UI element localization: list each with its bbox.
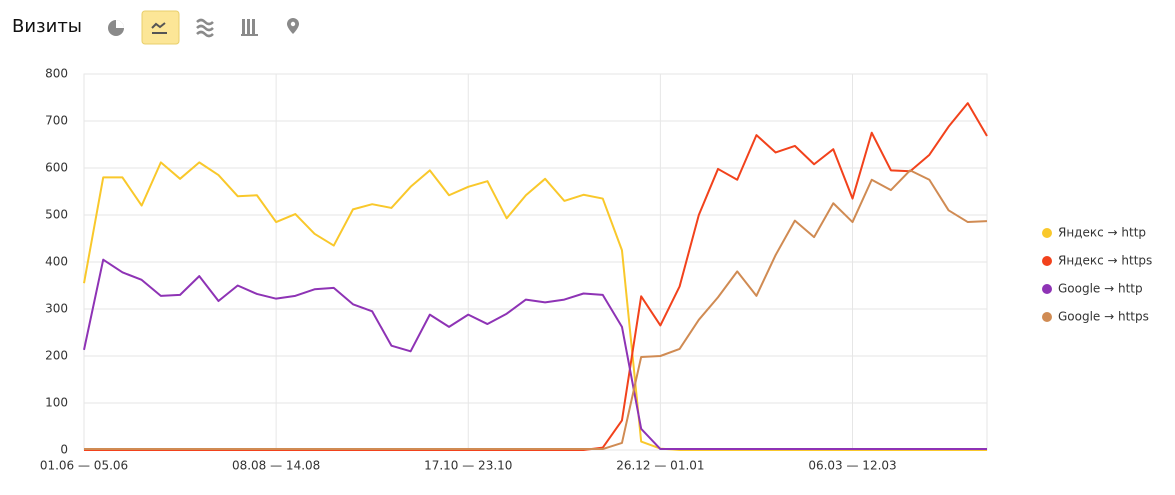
series-line [83, 258, 987, 451]
y-tick-label: 400 [45, 255, 68, 269]
legend-label[interactable]: Google → https [1058, 310, 1149, 324]
x-tick-label: 06.03 — 12.03 [808, 459, 896, 473]
legend-label[interactable]: Яндекс → http [1058, 226, 1146, 240]
x-tick-label: 26.12 — 01.01 [616, 459, 704, 473]
series-line [84, 102, 988, 451]
legend-marker [1042, 228, 1052, 238]
legend-label[interactable]: Яндекс → https [1058, 254, 1152, 268]
map-button[interactable] [287, 18, 299, 34]
x-tick-label: 17.10 — 23.10 [424, 459, 512, 473]
legend-marker [1042, 256, 1052, 266]
y-tick-label: 200 [45, 349, 68, 363]
bar-chart-button[interactable] [241, 19, 258, 36]
y-tick-label: 300 [45, 302, 68, 316]
x-tick-label: 08.08 — 14.08 [232, 459, 320, 473]
y-tick-label: 700 [45, 114, 68, 128]
series-line [83, 161, 987, 451]
legend-marker [1042, 284, 1052, 294]
x-tick-label: 01.06 — 05.06 [40, 459, 128, 473]
y-tick-label: 100 [45, 396, 68, 410]
y-tick-label: 600 [45, 161, 68, 175]
series-line [84, 169, 988, 451]
legend-marker [1042, 312, 1052, 322]
y-tick-label: 0 [60, 443, 68, 457]
area-chart-button[interactable] [196, 18, 214, 38]
y-tick-label: 800 [45, 67, 68, 81]
y-tick-label: 500 [45, 208, 68, 222]
pie-chart-button[interactable] [108, 20, 124, 36]
line-chart-button[interactable] [141, 10, 180, 45]
chart-type-switcher [108, 10, 299, 45]
legend-label[interactable]: Google → http [1058, 282, 1143, 296]
page-title: Визиты [12, 16, 82, 37]
